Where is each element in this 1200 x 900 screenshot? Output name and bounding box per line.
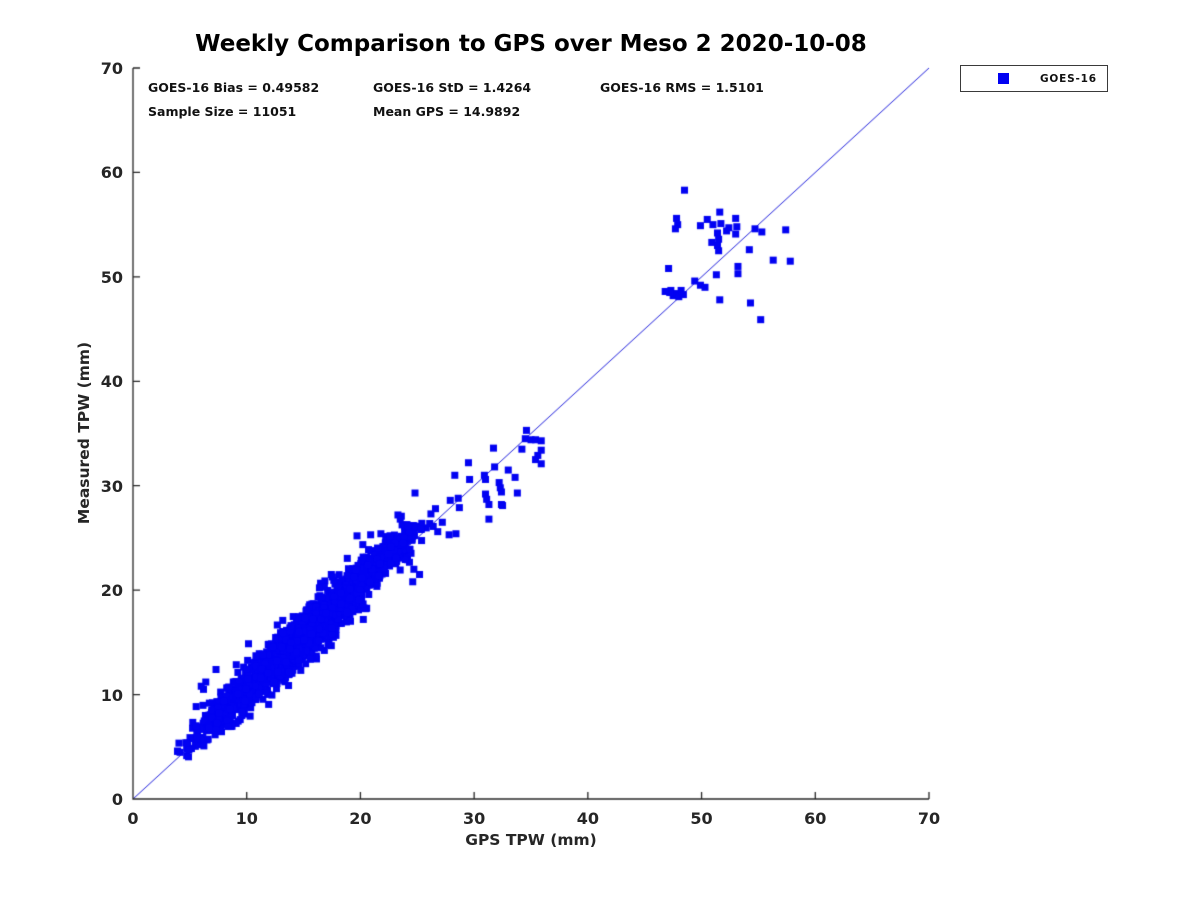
y-tick-label: 20	[100, 581, 123, 601]
x-tick-label: 60	[804, 809, 827, 828]
chart-title: Weekly Comparison to GPS over Meso 2 202…	[195, 31, 867, 57]
y-tick-label: 40	[100, 372, 123, 392]
y-tick-label: 10	[100, 685, 123, 705]
x-tick-label: 20	[349, 809, 372, 828]
legend-series-label: GOES-16	[1040, 72, 1097, 85]
stat-rms-text: GOES-16 RMS = 1.5101	[600, 80, 764, 95]
legend-box: GOES-16	[960, 65, 1108, 92]
stat-std-text: GOES-16 StD = 1.4264	[373, 80, 532, 95]
stat-mean-gps-text: Mean GPS = 14.9892	[373, 104, 521, 119]
stat-bias-text: GOES-16 Bias = 0.49582	[148, 80, 320, 95]
y-tick-label: 50	[100, 267, 123, 287]
x-axis-label: GPS TPW (mm)	[465, 831, 597, 849]
x-tick-label: 40	[576, 809, 599, 828]
y-tick-label: 70	[100, 59, 123, 78]
y-tick-label: 0	[111, 790, 123, 809]
y-tick-label: 30	[100, 476, 123, 496]
x-tick-label: 50	[690, 809, 713, 828]
y-axis-label: Measured TPW (mm)	[75, 341, 93, 525]
x-tick-label: 10	[235, 809, 258, 828]
x-tick-label: 70	[917, 809, 941, 828]
y-tick-label: 60	[100, 163, 123, 183]
stat-sample-size-text: Sample Size = 11051	[148, 104, 297, 119]
x-tick-label: 30	[463, 809, 486, 828]
legend-square-marker-icon	[998, 73, 1009, 84]
x-tick-label: 0	[127, 809, 139, 828]
